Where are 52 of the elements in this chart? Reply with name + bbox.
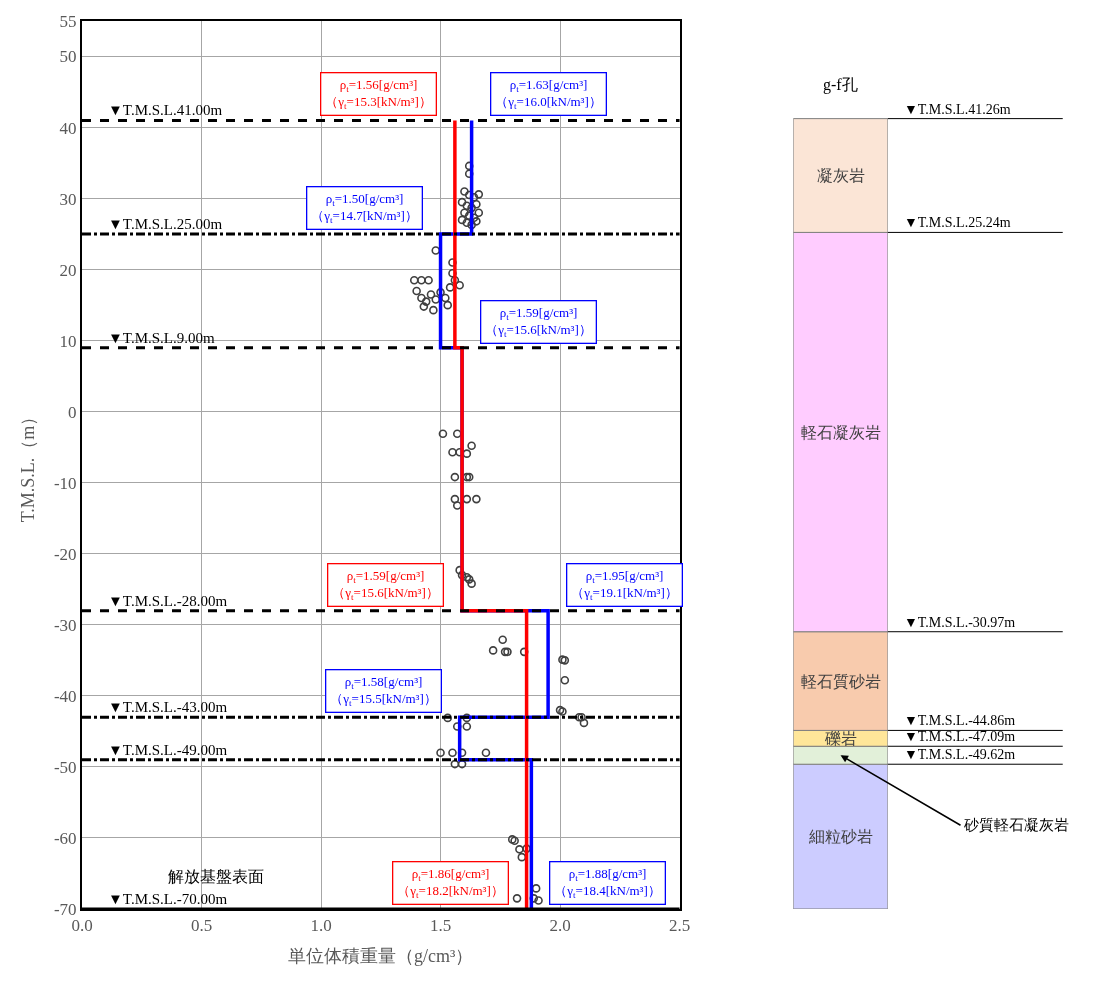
y-tick-label: 10 xyxy=(59,331,77,351)
ref-line-label: ▼T.M.S.L.-43.00m xyxy=(108,699,228,715)
data-label: ρ$_{t}$=1.88[g/cm³] （γ$_{t}$=18.4[kN/m³]） xyxy=(554,866,661,900)
y-tick-label: -10 xyxy=(53,473,77,493)
data-label: ρ$_{t}$=1.95[g/cm³] （γ$_{t}$=19.1[kN/m³]） xyxy=(571,568,678,602)
data-label: ρ$_{t}$=1.58[g/cm³] （γ$_{t}$=15.5[kN/m³]） xyxy=(330,674,437,708)
y-tick-label: -60 xyxy=(53,828,77,848)
ref-line-label: ▼T.M.S.L.-70.00m xyxy=(108,891,228,907)
x-tick-label: 0.5 xyxy=(190,916,213,936)
y-tick-label: 20 xyxy=(59,260,77,280)
series-label: 細粒砂岩 xyxy=(808,828,873,845)
annotation: ▼T.M.S.L.25.24m xyxy=(904,215,1011,230)
y-tick-label: -20 xyxy=(53,544,77,564)
annotation: ▼T.M.S.L.41.26m xyxy=(904,102,1011,117)
data-label: ρ$_{t}$=1.86[g/cm³] （γ$_{t}$=18.2[kN/m³]） xyxy=(397,866,504,900)
series-label: 軽石凝灰岩 xyxy=(801,424,881,441)
ref-line-label: ▼T.M.S.L.9.00m xyxy=(108,330,215,346)
y-tick-label: 50 xyxy=(59,47,77,67)
series-label: 礫岩 xyxy=(824,730,857,747)
x-axis-title: 単位体積重量（g/cm³） xyxy=(288,946,474,966)
x-tick-label: 2.5 xyxy=(668,916,691,936)
ref-line-label: ▼T.M.S.L.41.00m xyxy=(108,102,223,118)
annotation: ▼T.M.S.L.-30.97m xyxy=(904,615,1016,630)
x-tick-label: 0.0 xyxy=(71,916,93,936)
data-label: ρ$_{t}$=1.59[g/cm³] （γ$_{t}$=15.6[kN/m³]） xyxy=(485,305,592,339)
x-tick-label: 2.0 xyxy=(549,916,571,936)
data-label: ρ$_{t}$=1.63[g/cm³] （γ$_{t}$=16.0[kN/m³]） xyxy=(495,77,602,111)
y-tick-label: 55 xyxy=(59,11,77,31)
y-tick-label: 30 xyxy=(59,189,77,209)
ref-line-label: ▼T.M.S.L.-28.00m xyxy=(108,593,228,609)
annotation: 砂質軽石凝灰岩 xyxy=(963,817,1069,833)
annotation: ▼T.M.S.L.-49.62m xyxy=(904,747,1016,762)
y-tick-label: -30 xyxy=(53,615,77,635)
annotation: 解放基盤表面 xyxy=(168,868,264,885)
y-tick-label: -70 xyxy=(53,899,77,919)
annotation: ▼T.M.S.L.-47.09m xyxy=(904,729,1016,744)
x-tick-label: 1.0 xyxy=(310,916,332,936)
data-label: ρ$_{t}$=1.59[g/cm³] （γ$_{t}$=15.6[kN/m³]） xyxy=(332,568,439,602)
annotation: ▼T.M.S.L.-44.86m xyxy=(904,713,1016,728)
data-label: ρ$_{t}$=1.50[g/cm³] （γ$_{t}$=14.7[kN/m³]） xyxy=(311,191,418,225)
y-tick-label: 40 xyxy=(59,118,77,138)
y-tick-label: 0 xyxy=(68,402,77,422)
text: g-f孔 xyxy=(823,76,858,94)
data-label: ρ$_{t}$=1.56[g/cm³] （γ$_{t}$=15.3[kN/m³]） xyxy=(325,77,432,111)
ref-line-label: ▼T.M.S.L.25.00m xyxy=(108,216,223,232)
ref-line-label: ▼T.M.S.L.-49.00m xyxy=(108,742,228,758)
y-tick-label: -50 xyxy=(53,757,77,777)
y-axis-title: T.M.S.L.（m） xyxy=(17,407,38,523)
series-label: 凝灰岩 xyxy=(817,167,865,184)
series-label: 軽石質砂岩 xyxy=(801,673,881,690)
x-tick-label: 1.5 xyxy=(429,916,452,936)
y-tick-label: -40 xyxy=(53,686,77,706)
